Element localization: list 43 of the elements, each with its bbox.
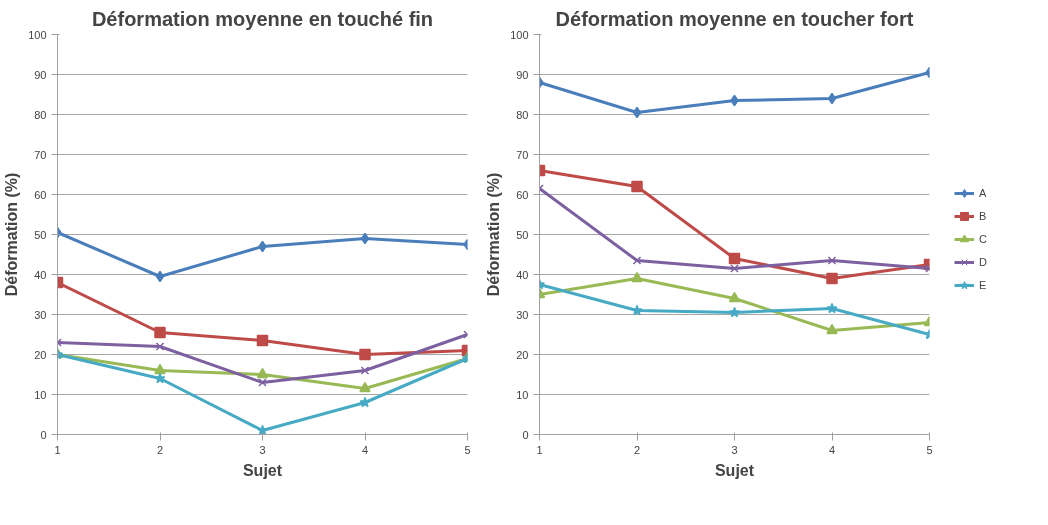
y-tick-label: 70 xyxy=(34,148,47,161)
x-tick-label: 3 xyxy=(259,443,266,456)
x-tick-label: 1 xyxy=(54,443,61,456)
y-tick-label: 30 xyxy=(34,308,47,321)
y-tick-label: 30 xyxy=(516,308,529,321)
y-tick-label: 20 xyxy=(34,348,47,361)
x-tick-label: 5 xyxy=(464,443,471,456)
x-tick-label: 3 xyxy=(731,443,738,456)
y-tick-label: 60 xyxy=(34,188,47,201)
y-tick-label: 50 xyxy=(516,228,529,241)
y-tick-label: 40 xyxy=(34,268,47,281)
legend-label: E xyxy=(979,278,988,291)
y-tick-label: 80 xyxy=(516,108,529,121)
x-tick-label: 4 xyxy=(828,443,836,456)
y-axis-title: Déformation (%) xyxy=(3,172,21,297)
x-tick-label: 2 xyxy=(633,443,641,456)
y-tick-label: 50 xyxy=(34,228,47,241)
y-tick-label: 100 xyxy=(510,28,529,41)
legend-label: B xyxy=(979,209,988,222)
y-tick-label: 100 xyxy=(28,28,47,41)
y-tick-label: 80 xyxy=(34,108,47,121)
chart-title: Déformation moyenne en toucher fort xyxy=(555,7,914,30)
y-tick-label: 90 xyxy=(34,68,47,81)
y-tick-label: 10 xyxy=(516,388,529,401)
x-tick-label: 1 xyxy=(536,443,543,456)
chart-title: Déformation moyenne en touché fin xyxy=(91,7,434,30)
y-tick-label: 0 xyxy=(40,428,47,441)
legend-label: C xyxy=(979,232,988,245)
legend-label: D xyxy=(979,255,988,268)
y-tick-label: 40 xyxy=(516,268,529,281)
x-tick-label: 5 xyxy=(926,443,933,456)
x-tick-label: 2 xyxy=(156,443,164,456)
y-axis-title: Déformation (%) xyxy=(485,172,503,297)
y-tick-label: 70 xyxy=(516,148,529,161)
x-axis-title: Sujet xyxy=(714,461,755,479)
y-tick-label: 60 xyxy=(516,188,529,201)
x-tick-label: 4 xyxy=(361,443,369,456)
y-tick-label: 90 xyxy=(516,68,529,81)
y-tick-label: 20 xyxy=(516,348,529,361)
y-tick-label: 0 xyxy=(522,428,529,441)
legend-label: A xyxy=(979,186,988,199)
x-axis-title: Sujet xyxy=(242,461,283,479)
y-tick-label: 10 xyxy=(34,388,47,401)
